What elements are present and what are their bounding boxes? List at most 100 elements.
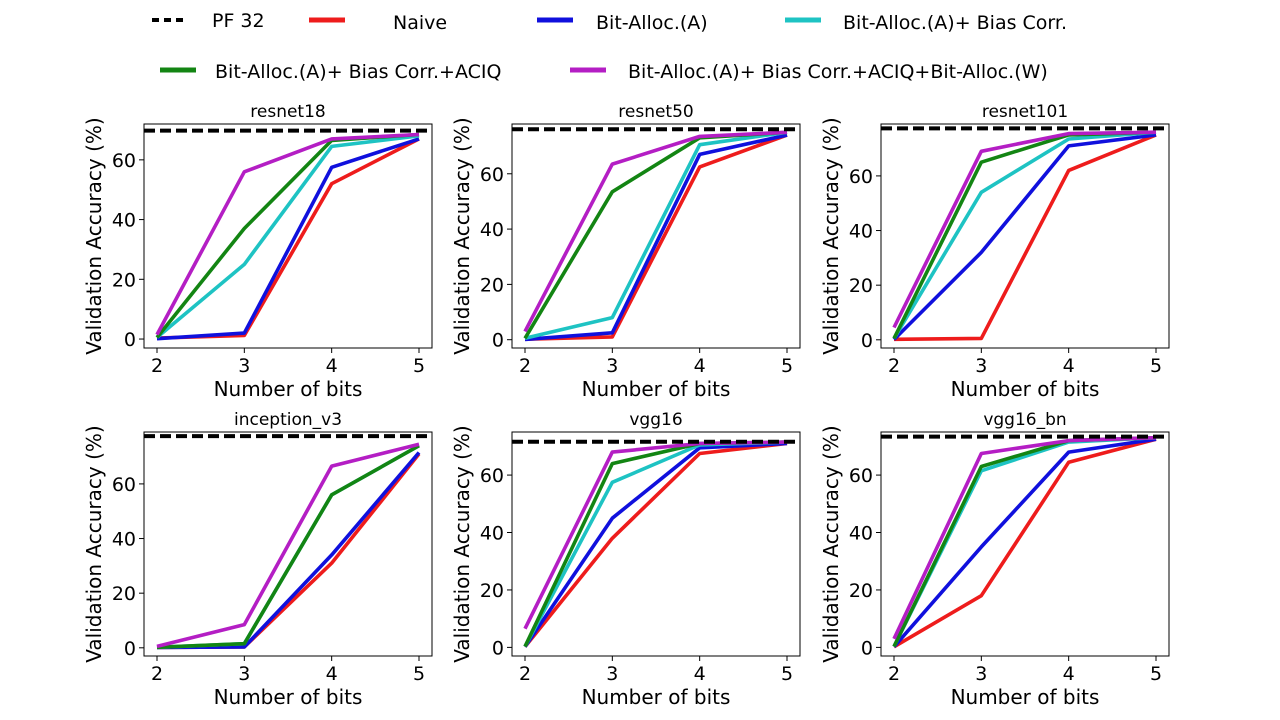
series-line-full [156, 442, 420, 649]
y-tick-label: 40 [480, 523, 504, 545]
y-tick-label: 20 [849, 275, 873, 297]
y-tick-label: 40 [112, 529, 136, 551]
plot-area-frame [511, 431, 801, 657]
legend-label-ba: Bit-Alloc.(A) [596, 12, 708, 34]
y-tick-label: 20 [849, 580, 873, 602]
subplot-vgg16: vgg16 2 3 4 5 0 20 40 60 Number of bits Validation… [450, 410, 801, 709]
x-axis-label: Number of bits [214, 685, 363, 709]
y-tick-label: 20 [480, 580, 504, 602]
series-line-babc [892, 130, 1157, 340]
y-tick-label: 60 [849, 166, 873, 188]
y-tick-label: 40 [480, 219, 504, 241]
x-tick-label: 3 [238, 355, 250, 377]
series-line-babc [523, 440, 788, 648]
x-tick-label: 5 [1150, 663, 1162, 685]
series-line-full [155, 132, 420, 336]
y-tick-label: 20 [112, 269, 136, 291]
x-tick-label: 3 [975, 663, 987, 685]
y-tick-label: 20 [480, 274, 504, 296]
x-tick-label: 2 [888, 663, 900, 685]
legend-item-naive: Naive [309, 12, 447, 34]
y-tick-label: 0 [124, 638, 136, 660]
x-tick-label: 3 [606, 355, 618, 377]
series-line-naive [524, 133, 788, 341]
series-line-ba [524, 133, 788, 342]
y-axis-label: Validation Accuracy (%) [819, 117, 843, 354]
x-tick-label: 2 [888, 355, 900, 377]
x-tick-label: 5 [781, 355, 793, 377]
legend-label-babcaciq: Bit-Alloc.(A)+ Bias Corr.+ACIQ [215, 61, 501, 83]
legend-item-babc: Bit-Alloc.(A)+ Bias Corr. [785, 12, 1067, 34]
series-line-babc [524, 130, 788, 341]
subplot-title: inception_v3 [234, 410, 342, 430]
x-axis-label: Number of bits [951, 377, 1100, 401]
plot-area-frame [880, 123, 1170, 349]
series-line-naive [523, 441, 788, 648]
series-line-babcaciq [523, 440, 788, 648]
y-tick-label: 0 [492, 330, 504, 352]
plot-area-frame [511, 123, 801, 349]
series-line-ba [523, 441, 788, 648]
legend-label-babc: Bit-Alloc.(A)+ Bias Corr. [843, 12, 1067, 34]
series-line-naive [156, 452, 421, 650]
y-tick-label: 60 [112, 474, 136, 496]
series-line-babcaciq [156, 444, 420, 650]
x-tick-label: 4 [1063, 663, 1075, 685]
subplot-resnet18: resnet18 2 3 4 5 0 20 40 60 Number of bits Validat… [82, 102, 433, 401]
series-line-babc [155, 134, 420, 339]
x-tick-label: 4 [1063, 355, 1075, 377]
plot-area-frame [880, 431, 1170, 657]
y-axis-label: Validation Accuracy (%) [450, 117, 474, 354]
y-tick-label: 0 [861, 637, 873, 659]
x-tick-label: 2 [519, 663, 531, 685]
x-tick-label: 4 [694, 663, 706, 685]
y-axis-label: Validation Accuracy (%) [819, 425, 843, 662]
y-tick-label: 40 [112, 210, 136, 232]
x-tick-label: 5 [781, 663, 793, 685]
legend-item-pf32: PF 32 [152, 10, 265, 32]
legend-item-ba: Bit-Alloc.(A) [537, 12, 708, 34]
y-tick-label: 0 [861, 330, 873, 352]
subplot-resnet50: resnet50 2 3 4 5 0 20 40 60 Number of bits Validat… [450, 102, 801, 401]
subplot-vgg16-bn: vgg16_bn 2 3 4 5 0 20 40 60 Number of bits Validat… [819, 410, 1170, 709]
y-tick-label: 60 [849, 465, 873, 487]
series-line-babcaciq [155, 132, 420, 339]
series-line-full [523, 130, 788, 333]
subplot-title: resnet50 [618, 102, 693, 122]
subplot-inception-v3: inception_v3 2 3 4 5 0 20 40 60 Number of bits Val… [82, 410, 433, 709]
y-axis-label: Validation Accuracy (%) [82, 117, 106, 354]
x-tick-label: 5 [1150, 355, 1162, 377]
plot-area-frame [143, 431, 433, 657]
legend-item-babcaciq: Bit-Alloc.(A)+ Bias Corr.+ACIQ [160, 61, 501, 83]
y-tick-label: 0 [124, 329, 136, 351]
x-axis-label: Number of bits [582, 377, 731, 401]
legend: PF 32 Naive Bit-Alloc.(A) Bit-Alloc.(A)+ Bi… [152, 10, 1067, 83]
series-line-babcaciq [892, 435, 1157, 648]
series-line-full [892, 130, 1157, 329]
y-tick-label: 60 [480, 164, 504, 186]
x-tick-label: 2 [151, 355, 163, 377]
x-tick-label: 2 [519, 355, 531, 377]
x-tick-label: 4 [694, 355, 706, 377]
series-line-naive [893, 437, 1157, 649]
x-tick-label: 4 [326, 355, 338, 377]
y-tick-label: 20 [112, 583, 136, 605]
x-axis-label: Number of bits [214, 377, 363, 401]
x-tick-label: 3 [606, 663, 618, 685]
series-line-babc [892, 435, 1157, 648]
legend-label-full: Bit-Alloc.(A)+ Bias Corr.+ACIQ+Bit-Alloc… [628, 61, 1048, 83]
y-tick-label: 40 [849, 221, 873, 243]
series-line-ba [156, 451, 421, 650]
x-axis-label: Number of bits [951, 685, 1100, 709]
x-tick-label: 3 [238, 663, 250, 685]
legend-item-full: Bit-Alloc.(A)+ Bias Corr.+ACIQ+Bit-Alloc… [570, 61, 1048, 83]
x-tick-label: 3 [975, 355, 987, 377]
x-axis-label: Number of bits [582, 685, 731, 709]
subplot-title: vgg16_bn [983, 410, 1066, 430]
y-tick-label: 40 [849, 523, 873, 545]
series-line-naive [893, 133, 1157, 342]
x-tick-label: 4 [326, 663, 338, 685]
y-tick-label: 60 [112, 150, 136, 172]
legend-label-pf32: PF 32 [212, 10, 265, 32]
